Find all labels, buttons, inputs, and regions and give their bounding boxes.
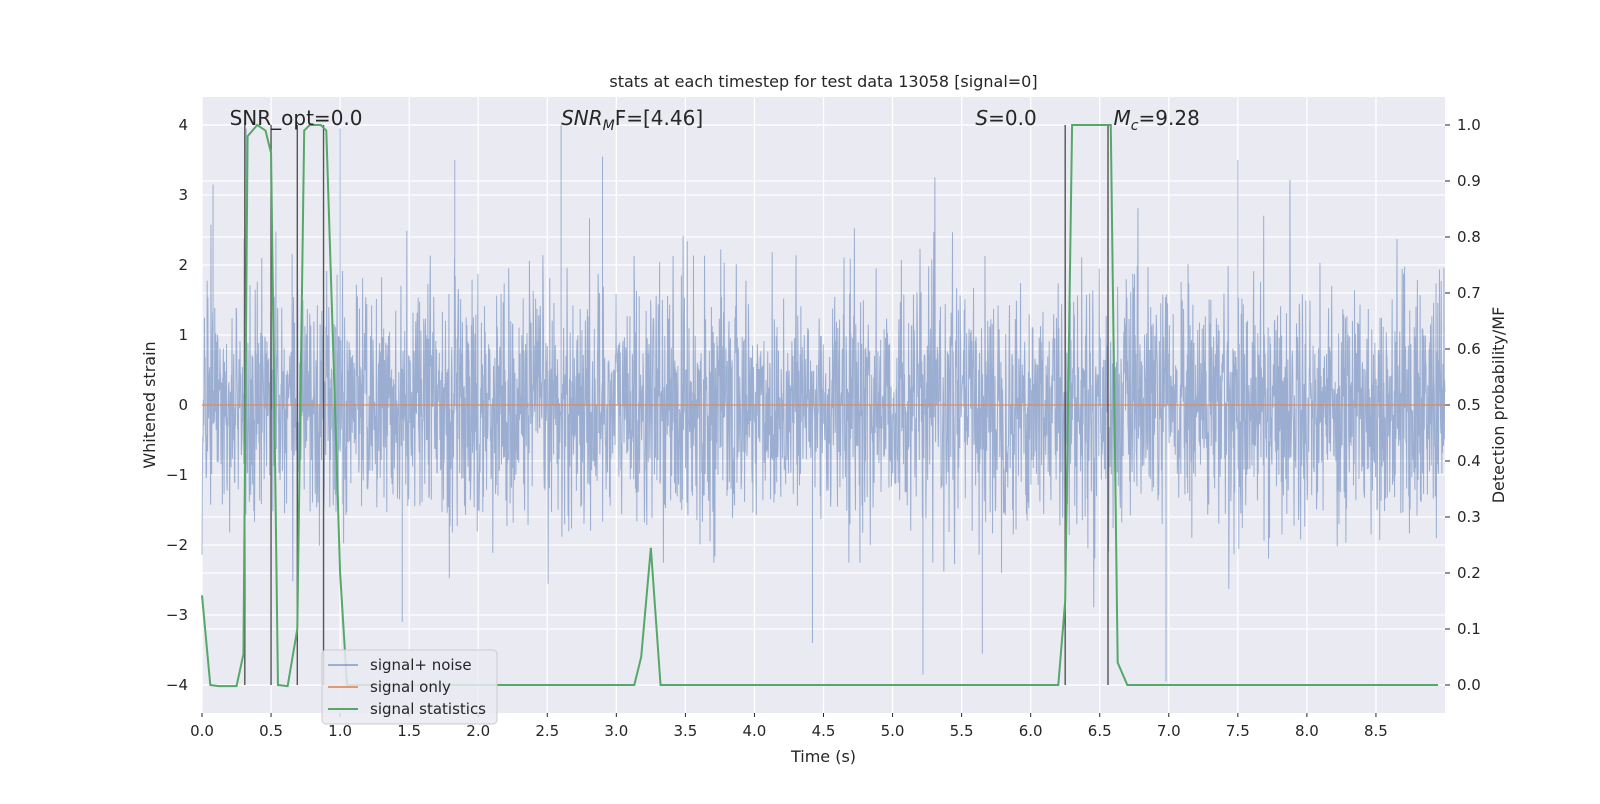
x-tick-label: 2.0 [466, 722, 490, 740]
y-left-tick-label: 3 [178, 186, 188, 204]
x-tick-label: 2.5 [535, 722, 559, 740]
x-tick-label: 0.5 [259, 722, 283, 740]
x-tick-label: 3.0 [604, 722, 628, 740]
x-tick-label: 5.5 [950, 722, 974, 740]
x-tick-label: 4.0 [743, 722, 767, 740]
y-left-tick-label: −3 [166, 606, 188, 624]
tick-labels: 0.0 0.5 1.0 1.5 2.0 2.5 3.0 3.5 4.0 4.5 5.0 5.5 6.0 6… [166, 116, 1481, 740]
y-right-tick-label: 0.6 [1457, 340, 1481, 358]
y-right-tick-label: 0.3 [1457, 508, 1481, 526]
y-left-tick-label: 1 [178, 326, 188, 344]
x-tick-label: 8.5 [1364, 722, 1388, 740]
y-left-tick-label: −2 [166, 536, 188, 554]
legend-label: signal only [370, 678, 451, 696]
series-signal-statistics [201, 123, 1439, 688]
x-tick-label: 6.0 [1019, 722, 1043, 740]
x-tick-label: 7.5 [1226, 722, 1250, 740]
y-left-tick-label: 2 [178, 256, 188, 274]
legend-box [321, 649, 498, 725]
y-right-tick-label: 0.2 [1457, 564, 1481, 582]
signal-statistics-trace [201, 123, 1439, 688]
y-right-tick-label: 0.8 [1457, 228, 1481, 246]
annotation: SNRMF=[4.46] [561, 106, 703, 134]
legend-label: signal statistics [370, 700, 486, 718]
annotation-part: M [1114, 106, 1131, 130]
y-left-tick-label: 0 [178, 396, 188, 414]
x-tick-label: 8.0 [1295, 722, 1319, 740]
legend: signal+ noise signal only signal statistic… [321, 649, 498, 725]
x-tick-label: 5.0 [881, 722, 905, 740]
y-right-tick-label: 1.0 [1457, 116, 1481, 134]
annotation-part: S [975, 106, 988, 130]
annotation-part: SNR_opt=0.0 [230, 106, 363, 130]
annotation-part: M [603, 118, 615, 134]
annotation: Mc=9.28 [1114, 106, 1200, 134]
annotation: S=0.0 [975, 106, 1036, 130]
annotation-part: c [1131, 118, 1139, 134]
y-axis-label-right: Detection probability/MF [1489, 307, 1508, 504]
y-axis-label-left: Whitened strain [140, 341, 159, 468]
annotation-part: F=[4.46] [615, 106, 703, 130]
y-right-tick-label: 0.9 [1457, 172, 1481, 190]
x-tick-label: 1.0 [328, 722, 352, 740]
y-right-tick-label: 0.1 [1457, 620, 1481, 638]
annotation: SNR_opt=0.0 [230, 106, 363, 130]
x-tick-label: 0.0 [190, 722, 214, 740]
x-tick-label: 4.5 [812, 722, 836, 740]
legend-label: signal+ noise [370, 656, 472, 674]
x-tick-label: 1.5 [397, 722, 421, 740]
y-left-tick-label: 4 [178, 116, 188, 134]
chart-title: stats at each timestep for test data 130… [609, 72, 1037, 91]
y-left-tick-label: −1 [166, 466, 188, 484]
y-right-tick-label: 0.5 [1457, 396, 1481, 414]
y-left-tick-label: −4 [166, 676, 188, 694]
annotation-part: =9.28 [1139, 106, 1200, 130]
annotation-part: =0.0 [988, 106, 1037, 130]
x-tick-label: 7.0 [1157, 722, 1181, 740]
y-right-tick-label: 0.7 [1457, 284, 1481, 302]
y-right-tick-label: 0.4 [1457, 452, 1481, 470]
x-axis-label: Time (s) [790, 747, 856, 766]
x-tick-label: 3.5 [673, 722, 697, 740]
annotations: SNR_opt=0.0 SNRMF=[4.46] S=0.0 Mc=9.28 [230, 106, 1200, 134]
annotation-part: SNR [561, 106, 603, 130]
x-tick-label: 6.5 [1088, 722, 1112, 740]
y-right-tick-label: 0.0 [1457, 676, 1481, 694]
